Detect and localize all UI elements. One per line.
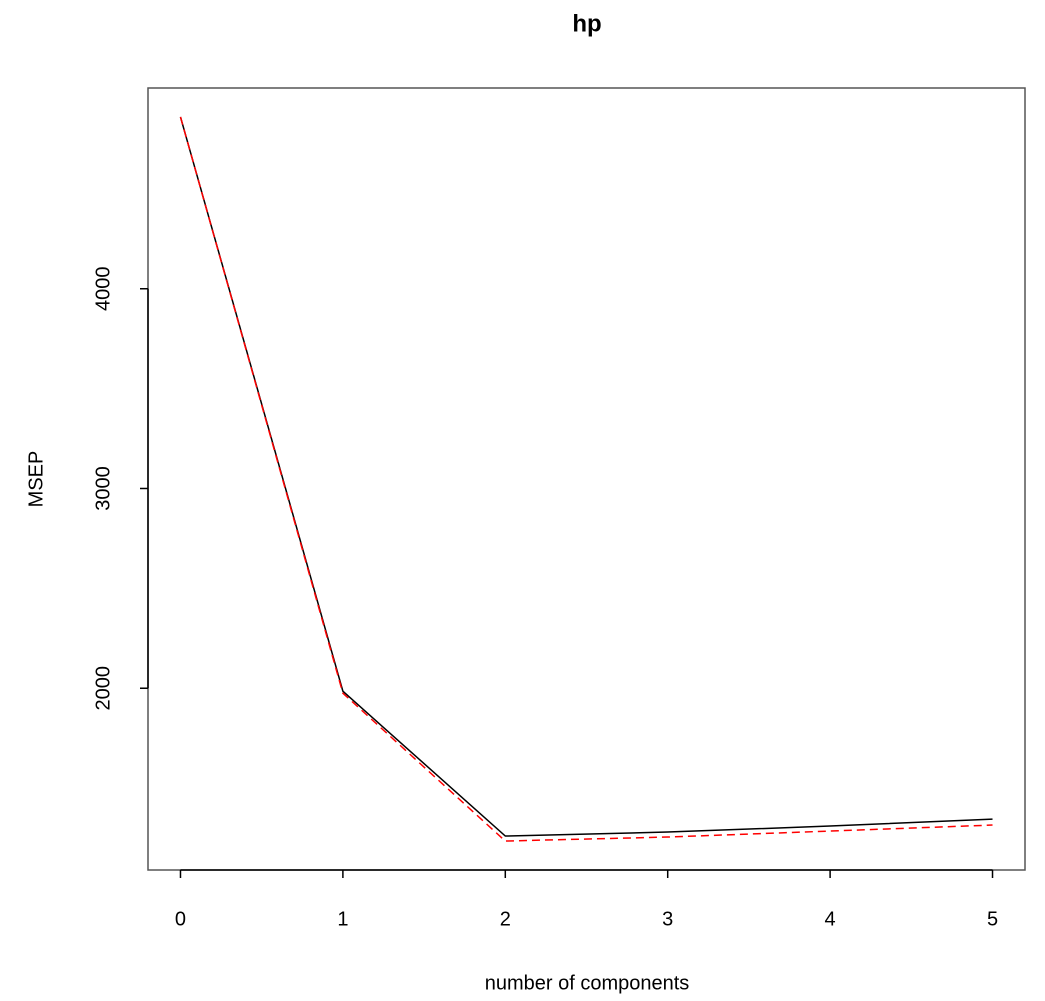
series-line <box>179 116 993 837</box>
y-axis-label: MSEP <box>25 451 47 508</box>
y-tick-label: 3000 <box>92 466 114 511</box>
x-tick-label: 0 <box>175 908 186 930</box>
chart-title: hp <box>572 10 601 37</box>
x-tick-label: 3 <box>662 908 673 930</box>
series-line <box>179 116 993 842</box>
x-tick-label: 5 <box>987 908 998 930</box>
y-tick-label: 4000 <box>92 266 114 311</box>
x-axis-label: number of components <box>485 972 690 994</box>
x-tick-label: 2 <box>500 908 511 930</box>
plot-frame <box>147 87 1026 871</box>
x-tick-label: 1 <box>337 908 348 930</box>
x-tick-label: 4 <box>825 908 836 930</box>
y-tick-label: 2000 <box>92 666 114 711</box>
